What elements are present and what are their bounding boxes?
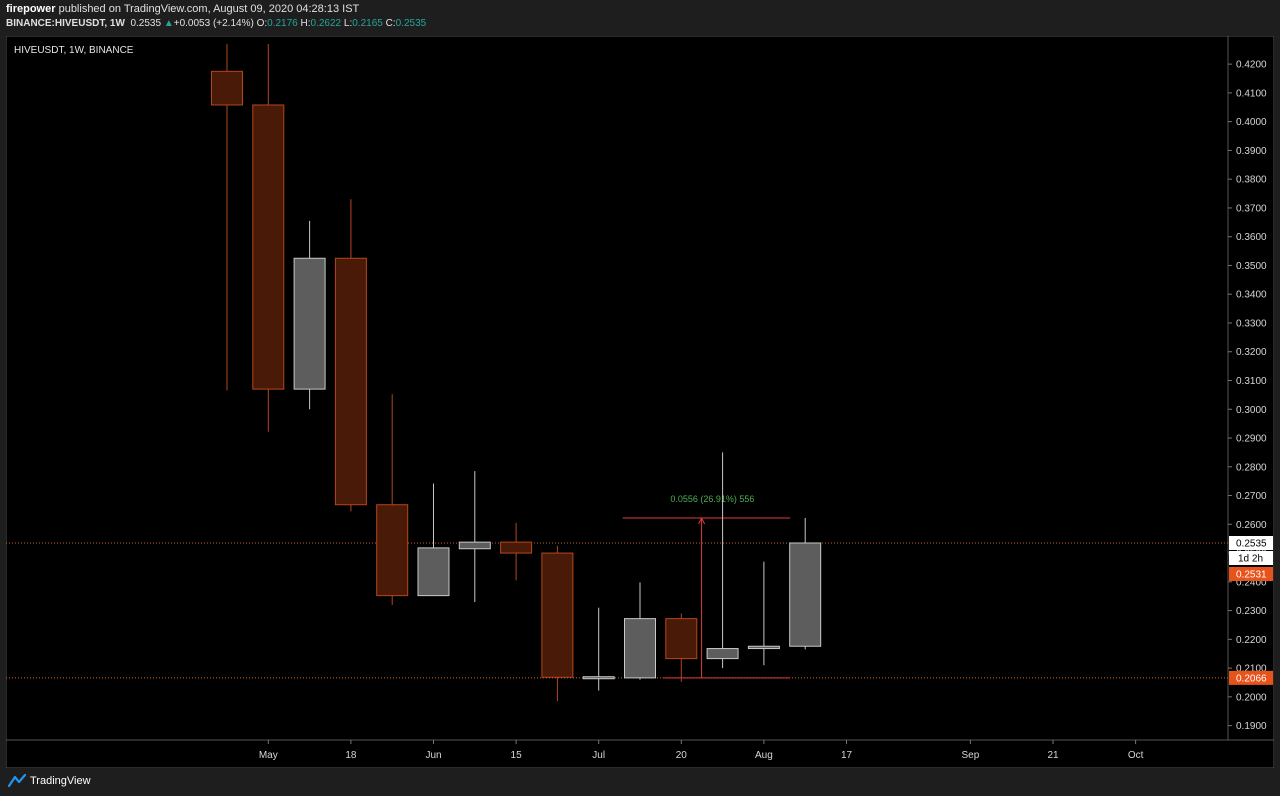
high-value: 0.2622	[310, 18, 342, 29]
open-label: O:	[256, 18, 268, 29]
current-price-tag	[1229, 535, 1273, 550]
author-name[interactable]: firepower	[6, 3, 56, 15]
x-tick-label: Oct	[1128, 750, 1144, 761]
y-tick-label: 0.2300	[1236, 606, 1267, 617]
y-tick-label: 0.3700	[1236, 203, 1267, 214]
y-tick-label: 0.2900	[1236, 434, 1267, 445]
down-candle-body[interactable]	[252, 104, 285, 390]
up-candle-body[interactable]	[582, 676, 615, 680]
low-label: L:	[343, 18, 353, 29]
y-tick-label: 0.3600	[1236, 232, 1267, 243]
symbol-label: BINANCE:HIVEUSDT, 1W	[6, 18, 125, 29]
current-price-label: 0.2535	[1236, 538, 1267, 549]
down-candle-body[interactable]	[541, 552, 574, 678]
close-label: C:	[385, 18, 396, 29]
x-tick-label: May	[259, 750, 278, 761]
up-candle-body[interactable]	[458, 541, 491, 550]
x-tick-label: 15	[511, 750, 523, 761]
y-tick-label: 0.2600	[1236, 520, 1267, 531]
down-candle-body[interactable]	[500, 541, 533, 554]
y-tick-label: 0.3000	[1236, 405, 1267, 416]
tradingview-logo-icon	[8, 774, 26, 788]
x-tick-label: Aug	[755, 750, 773, 761]
publish-info: firepower published on TradingView.com, …	[6, 3, 359, 15]
y-tick-label: 0.2700	[1236, 491, 1267, 502]
level-price-tag	[1229, 670, 1273, 685]
up-candle-body[interactable]	[624, 618, 656, 679]
y-tick-label: 0.4100	[1236, 88, 1267, 99]
tradingview-logo[interactable]: TradingView	[8, 774, 91, 788]
y-tick-label: 0.4000	[1236, 117, 1267, 128]
price-change: +0.0053 (+2.14%)	[173, 18, 254, 29]
y-tick-label: 0.3400	[1236, 290, 1267, 301]
high-label: H:	[300, 18, 311, 29]
y-tick-label: 0.2800	[1236, 462, 1267, 473]
down-candle-body[interactable]	[376, 504, 409, 597]
down-candle-body[interactable]	[334, 257, 367, 506]
measure-arrow-icon	[698, 516, 706, 525]
x-tick-label: 21	[1047, 750, 1059, 761]
level-price-label: 0.2066	[1236, 673, 1267, 684]
up-candle-body[interactable]	[417, 547, 450, 597]
x-tick-label: Jun	[425, 750, 441, 761]
close-value: 0.2535	[395, 18, 427, 29]
y-tick-label: 0.2400	[1236, 577, 1267, 588]
down-candle-body[interactable]	[665, 618, 698, 660]
up-candle-body[interactable]	[789, 542, 822, 647]
down-candle-body[interactable]	[211, 70, 243, 106]
up-candle-body[interactable]	[747, 645, 780, 650]
up-candle-body[interactable]	[293, 257, 326, 390]
countdown-tag	[1229, 550, 1273, 565]
publish-text: published on TradingView.com, August 09,…	[58, 3, 360, 15]
chart-footer: TradingView	[0, 768, 1280, 796]
y-tick-label: 0.2100	[1236, 664, 1267, 675]
y-tick-label: 0.2000	[1236, 692, 1267, 703]
x-tick-label: 20	[676, 750, 688, 761]
y-tick-label: 0.1900	[1236, 721, 1267, 732]
triangle-up-icon: ▲	[163, 18, 174, 29]
countdown-label: 1d 2h	[1238, 553, 1263, 564]
low-value: 0.2165	[352, 18, 383, 29]
brand-label: TradingView	[30, 775, 91, 787]
measure-label: 0.0556 (26.91%) 556	[670, 494, 754, 504]
chart-area[interactable]: HIVEUSDT, 1W, BINANCE 0.4200 0.4100 0.4000 0…	[5, 35, 1275, 769]
open-value: 0.2176	[267, 18, 298, 29]
up-candle-body[interactable]	[706, 648, 739, 660]
x-tick-label: 18	[345, 750, 357, 761]
y-tick-label: 0.3200	[1236, 347, 1267, 358]
chart-header: firepower published on TradingView.com, …	[0, 0, 1280, 34]
y-tick-label: 0.3800	[1236, 175, 1267, 186]
chart-title: HIVEUSDT, 1W, BINANCE	[14, 45, 134, 56]
y-tick-label: 0.3300	[1236, 318, 1267, 329]
y-tick-label: 0.4200	[1236, 60, 1267, 71]
x-tick-label: 17	[841, 750, 853, 761]
y-tick-label: 0.3900	[1236, 146, 1267, 157]
y-tick-label: 0.2200	[1236, 635, 1267, 646]
x-tick-label: Sep	[962, 750, 980, 761]
axis-marker-label: 0.2531	[1236, 569, 1267, 580]
candlestick-chart[interactable]: HIVEUSDT, 1W, BINANCE 0.4200 0.4100 0.4000 0…	[5, 35, 1275, 769]
x-tick-label: Jul	[592, 750, 605, 761]
last-price: 0.2535	[130, 18, 162, 29]
ohlc-legend: BINANCE:HIVEUSDT, 1W 0.2535 ▲+0.0053 (+2…	[6, 18, 426, 29]
y-tick-label: 0.3100	[1236, 376, 1267, 387]
axis-marker-tag	[1229, 566, 1273, 581]
y-tick-label: 0.3500	[1236, 261, 1267, 272]
